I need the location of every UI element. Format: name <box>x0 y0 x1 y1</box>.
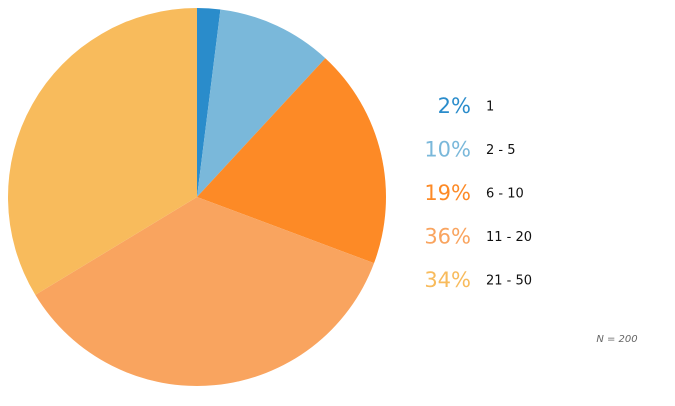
pie-slice <box>8 7 197 295</box>
legend-value: 10% <box>424 138 471 162</box>
pie-slice <box>35 197 375 386</box>
pie-slice <box>197 9 326 197</box>
legend-value: 2% <box>438 94 471 118</box>
pie-slice <box>197 8 221 197</box>
annotation: N = 200 <box>596 334 637 345</box>
legend-value: 36% <box>424 225 471 249</box>
legend-label: 2 - 5 <box>486 143 516 158</box>
legend-value: 19% <box>424 181 471 205</box>
legend-label: 21 - 50 <box>486 274 532 289</box>
legend-label: 11 - 20 <box>486 230 532 245</box>
legend-value: 34% <box>424 268 471 292</box>
pie-slice <box>197 58 386 264</box>
legend-label: 1 <box>486 100 494 115</box>
legend-label: 6 - 10 <box>486 187 524 202</box>
